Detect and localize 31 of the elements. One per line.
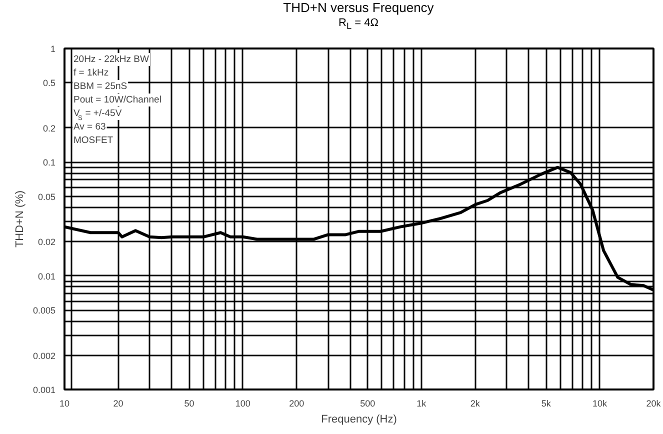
x-axis-title: Frequency (Hz) (321, 414, 397, 426)
y-tick-label: 0.1 (42, 158, 56, 168)
x-tick-label: 1k (416, 398, 427, 408)
annotation: Pout = 10W/Channel (74, 94, 162, 106)
x-tick-label: 500 (360, 398, 376, 408)
annotation: MOSFET (74, 135, 114, 146)
chart-subtitle: R$_{L}$ = 4Ω (338, 16, 380, 34)
x-tick-label: 20 (113, 398, 124, 408)
chart-title: THD+N versus Frequency (282, 0, 435, 16)
y-tick-label: 0.5 (42, 78, 56, 88)
x-tick-label: 100 (235, 398, 250, 408)
x-tick-label: 200 (289, 398, 304, 408)
y-tick-label: 0.001 (32, 385, 56, 395)
annotation: 20Hz - 22kHz BW (74, 54, 150, 65)
y-tick-label: 0.2 (42, 123, 56, 134)
y-tick-label: 0.05 (38, 192, 56, 202)
y-tick-label: 0.02 (38, 237, 56, 248)
y-axis-title: THD+N (%) (14, 190, 26, 248)
x-tick-label: 10k (592, 398, 608, 408)
y-tick-label: 0.01 (38, 271, 56, 282)
y-tick-label: 0.002 (32, 350, 56, 361)
x-tick-label: 5k (541, 398, 552, 408)
x-tick-label: 50 (184, 398, 194, 408)
x-tick-label: 10 (59, 398, 70, 408)
x-tick-label: 20k (646, 398, 662, 408)
y-tick-label: 1 (50, 44, 56, 54)
annotation: f = 1kHz (74, 68, 109, 78)
x-tick-label: 2k (470, 398, 480, 408)
annotation: BBM = 25nS (74, 81, 128, 92)
y-tick-label: 0.005 (32, 306, 56, 316)
annotation: Av = 63 (74, 122, 106, 132)
